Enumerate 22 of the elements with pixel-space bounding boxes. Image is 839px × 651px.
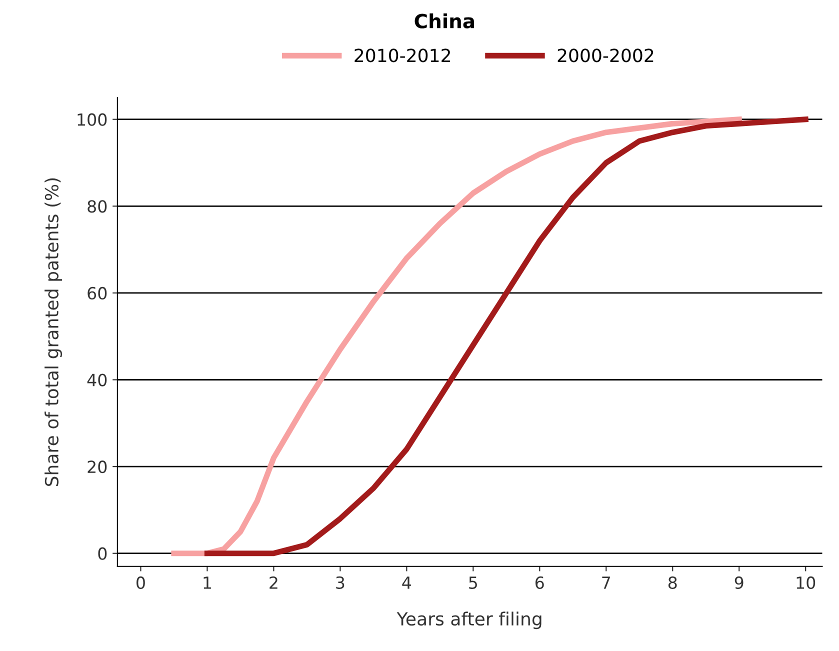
x-axis-title: Years after filing xyxy=(396,612,542,630)
y-tick-label: 0 xyxy=(98,547,107,560)
x-tick-label: 5 xyxy=(469,576,478,589)
x-tick-label: 1 xyxy=(204,576,211,589)
y-tick-label: 60 xyxy=(88,286,107,300)
x-tick-label: 7 xyxy=(602,576,610,589)
chart-title: China xyxy=(414,13,474,28)
x-tick-label: 0 xyxy=(136,576,145,589)
y-axis-title: Share of total granted patents (%) xyxy=(44,178,62,486)
x-tick-label: 3 xyxy=(336,576,344,589)
x-tick-label: 4 xyxy=(402,576,412,589)
x-tick-label: 10 xyxy=(796,576,816,589)
legend-label: 2010-2012 xyxy=(354,48,450,62)
x-tick-label: 8 xyxy=(668,576,677,589)
x-tick-label: 6 xyxy=(536,576,544,589)
x-tick-label: 9 xyxy=(734,576,744,589)
legend-label: 2000-2002 xyxy=(558,48,654,62)
x-tick-label: 2 xyxy=(270,576,278,589)
y-tick-label: 20 xyxy=(88,460,107,474)
y-tick-label: 80 xyxy=(88,200,107,213)
y-tick-label: 40 xyxy=(87,374,107,386)
y-tick-label: 100 xyxy=(78,113,107,126)
